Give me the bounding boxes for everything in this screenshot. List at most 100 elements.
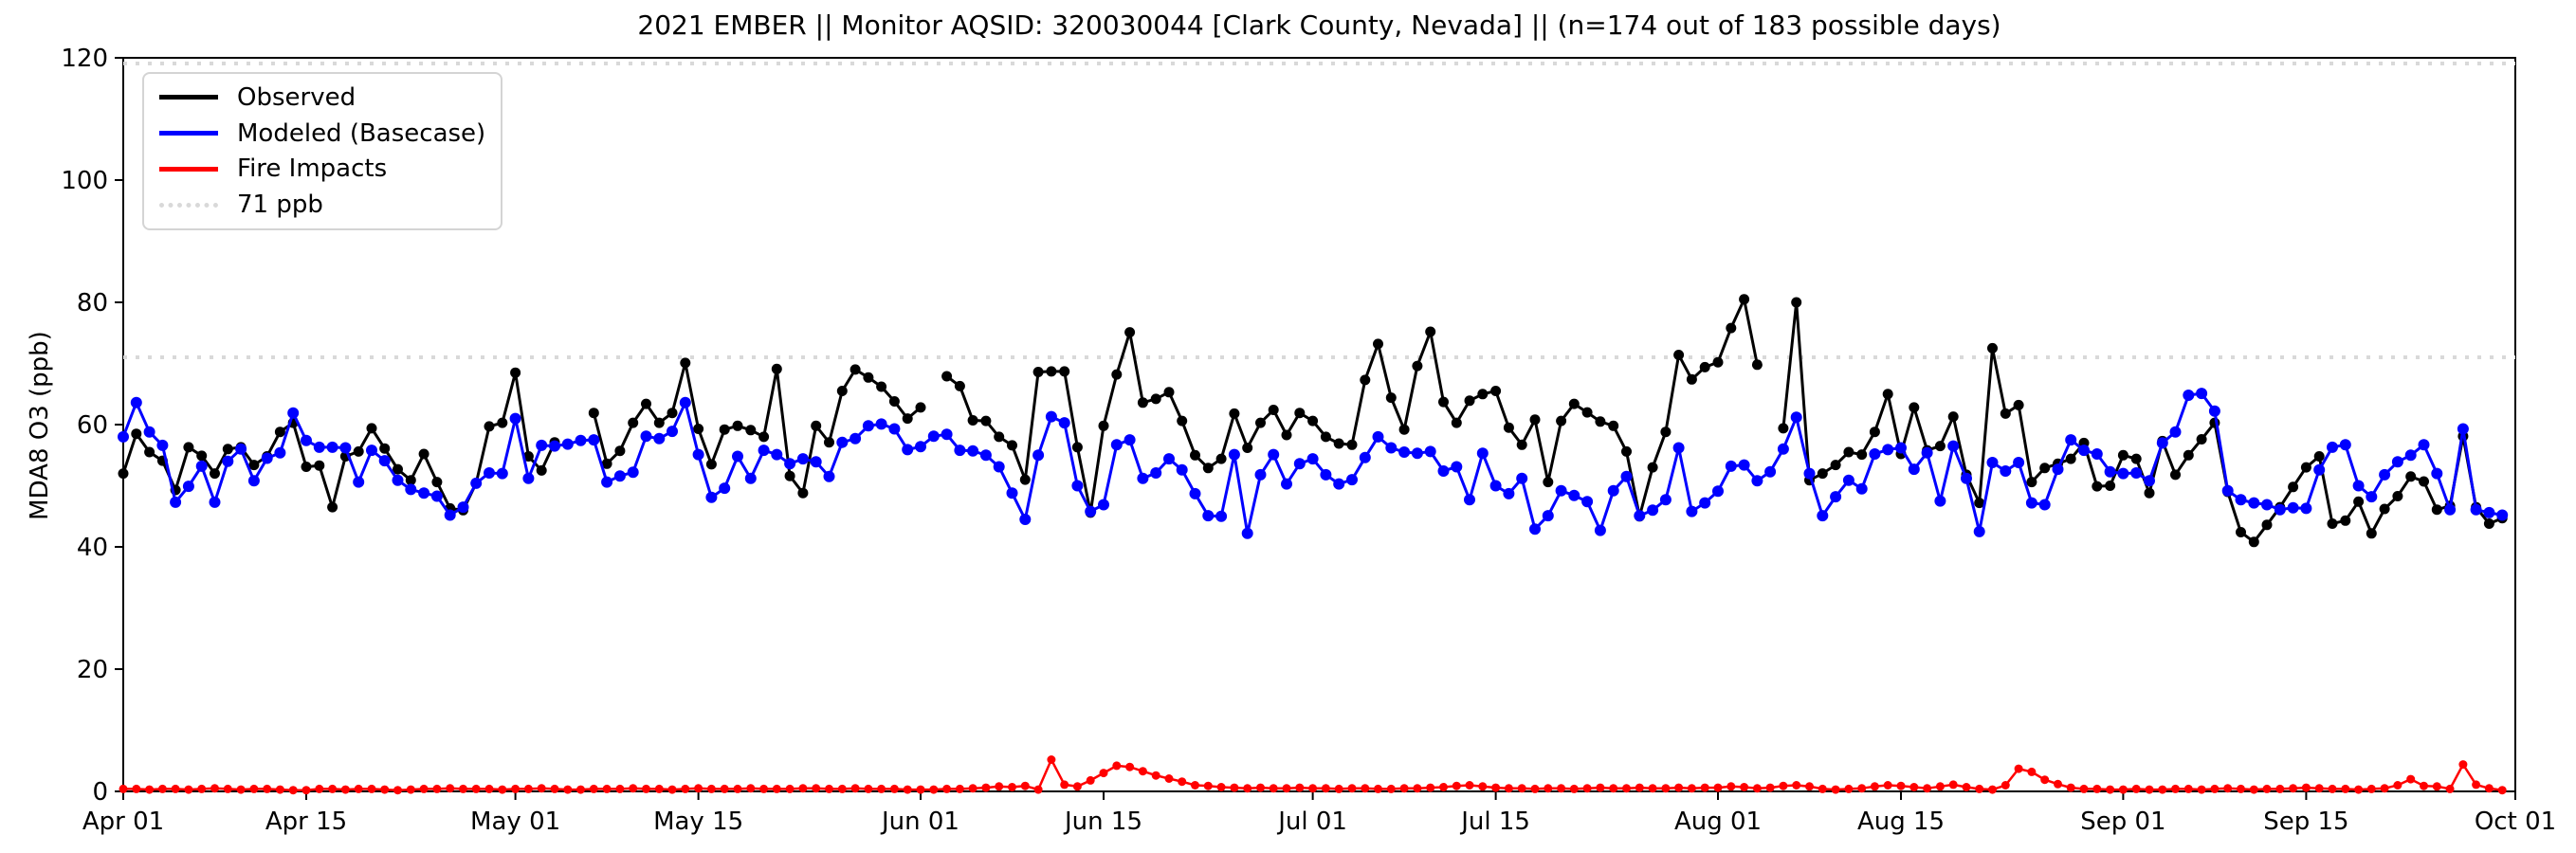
- fire-impacts-series-point: [1020, 781, 1030, 790]
- modeled-series-point: [339, 442, 352, 454]
- modeled-series-point: [575, 434, 587, 446]
- observed-series-point: [1346, 439, 1358, 450]
- observed-series-point: [888, 396, 900, 407]
- observed-series-point: [183, 442, 194, 453]
- fire-impacts-series-point: [354, 784, 363, 793]
- modeled-series-point: [2169, 426, 2182, 438]
- modeled-series-point: [2196, 388, 2208, 400]
- fire-impacts-series-point: [2027, 767, 2037, 776]
- fire-impacts-series-point: [184, 785, 193, 794]
- modeled-series-point: [1163, 453, 1175, 465]
- modeled-series-point: [927, 430, 940, 443]
- fire-impacts-series-point: [2054, 779, 2062, 789]
- fire-impacts-series-point: [642, 784, 650, 793]
- observed-series-point: [1307, 415, 1319, 426]
- observed-series-point: [797, 487, 809, 499]
- observed-series-point: [1739, 294, 1750, 305]
- observed-series-point: [614, 445, 626, 457]
- fire-impacts-series-point: [1609, 784, 1618, 793]
- fire-impacts-series-point: [2158, 785, 2167, 794]
- fire-impacts-series-point: [367, 784, 376, 793]
- fire-impacts-series-point: [1765, 783, 1775, 792]
- fire-impacts-series-point: [2406, 774, 2416, 784]
- fire-impacts-series-point: [498, 785, 507, 794]
- modeled-series-point: [771, 448, 783, 461]
- observed-series-point: [510, 367, 521, 378]
- modeled-series-point: [1359, 451, 1371, 463]
- fire-impacts-series-point: [877, 784, 886, 793]
- fire-impacts-series-point: [2301, 783, 2311, 792]
- observed-series-point: [2419, 476, 2429, 487]
- observed-series-point: [1791, 297, 1802, 308]
- observed-series-point: [353, 445, 364, 457]
- modeled-series-point: [601, 476, 613, 488]
- modeled-series-point: [692, 448, 704, 461]
- observed-series-point: [144, 446, 155, 458]
- observed-series-point: [693, 424, 704, 434]
- observed-series-point: [431, 477, 443, 488]
- modeled-series-point: [1346, 474, 1358, 486]
- observed-series-point: [196, 450, 208, 462]
- modeled-series-point: [1973, 525, 1985, 537]
- fire-impacts-series-point: [1178, 777, 1187, 787]
- fire-impacts-series-point: [1399, 784, 1409, 793]
- fire-impacts-series-point: [2393, 781, 2402, 789]
- fire-impacts-series-point: [119, 784, 128, 793]
- x-tick-label: Sep 15: [2263, 808, 2348, 836]
- fire-impacts-series-point: [2223, 784, 2233, 793]
- modeled-series-point: [1869, 448, 1881, 460]
- observed-series-point: [1071, 442, 1083, 453]
- fire-impacts-series-point: [2118, 785, 2128, 794]
- legend-item-threshold: 71 ppb: [144, 191, 501, 219]
- observed-series-point: [1373, 338, 1383, 350]
- modeled-series-point: [1908, 463, 1920, 476]
- modeled-series-point: [195, 460, 208, 472]
- modeled-series-point: [2418, 439, 2430, 451]
- fire-impacts-line-icon: [159, 166, 218, 172]
- fire-impacts-series-point: [1426, 783, 1435, 792]
- modeled-series-point: [613, 470, 626, 482]
- fire-impacts-series-point: [2066, 783, 2075, 792]
- fire-impacts-series-point: [576, 785, 585, 794]
- modeled-series-point: [850, 432, 862, 445]
- fire-impacts-series-point: [1530, 784, 1540, 793]
- observed-series-point: [1608, 420, 1619, 431]
- fire-impacts-series-point: [223, 784, 232, 793]
- modeled-series-point: [392, 474, 404, 486]
- observed-series-point: [1529, 414, 1541, 426]
- modeled-series-point: [287, 407, 300, 419]
- modeled-series-point: [2235, 494, 2247, 506]
- modeled-series-point: [118, 430, 129, 443]
- observed-series-point: [1215, 453, 1227, 464]
- modeled-series-point: [2065, 434, 2077, 446]
- observed-series-point: [118, 468, 129, 480]
- modeled-series-point: [2130, 467, 2143, 479]
- legend-label: 71 ppb: [237, 191, 323, 220]
- observed-series-point: [1660, 426, 1672, 438]
- observed-series-point: [1294, 408, 1306, 419]
- modeled-series-point: [1738, 459, 1750, 471]
- observed-series-point: [667, 408, 678, 419]
- fire-impacts-series-point: [1347, 784, 1357, 793]
- fire-impacts-series-point: [1975, 784, 1984, 793]
- observed-series-point: [1464, 395, 1475, 407]
- modeled-series-point: [1333, 478, 1345, 490]
- modeled-series-point: [222, 455, 234, 467]
- fire-impacts-series-point: [2458, 760, 2468, 770]
- observed-series-point: [967, 415, 978, 426]
- modeled-series-point: [1503, 487, 1515, 499]
- observed-series-point: [1137, 397, 1148, 408]
- modeled-series-point: [130, 396, 142, 408]
- observed-series-point: [1856, 449, 1868, 461]
- fire-impacts-series-point: [916, 785, 925, 794]
- legend: Observed Modeled (Basecase) Fire Impacts…: [142, 72, 502, 230]
- modeled-series-point: [2313, 463, 2326, 476]
- observed-series-point: [2065, 453, 2076, 464]
- fire-impacts-series-point: [2145, 785, 2154, 794]
- fire-impacts-series-point: [1988, 785, 1997, 794]
- modeled-series-point: [1071, 480, 1084, 492]
- modeled-series-point: [1830, 491, 1842, 503]
- modeled-series-point: [2144, 475, 2155, 487]
- observed-series-point: [1412, 360, 1423, 372]
